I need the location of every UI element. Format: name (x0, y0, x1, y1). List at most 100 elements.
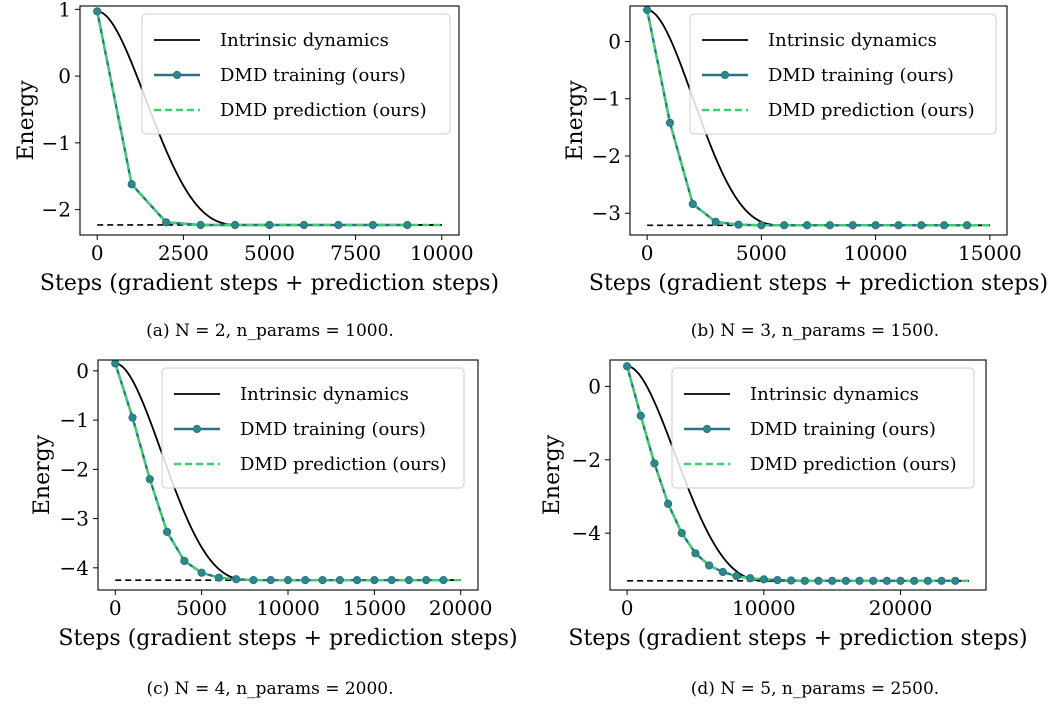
dmd-training-marker (869, 576, 878, 585)
y-tick-label: −1 (60, 408, 89, 432)
dmd-training-marker (773, 575, 782, 585)
dmd-training-marker (197, 568, 206, 577)
dmd-training-marker (318, 576, 327, 585)
dmd-training-marker (422, 576, 431, 585)
dmd-training-marker (334, 220, 343, 230)
x-tick-label: 0 (621, 596, 634, 620)
dmd-training-marker (962, 221, 972, 230)
dmd-training-marker (691, 549, 700, 558)
panel-caption: (a) N = 2, n_params = 1000. (146, 321, 394, 341)
dmd-training-marker (127, 180, 136, 189)
dmd-training-marker (759, 575, 768, 584)
dmd-training-marker (439, 576, 448, 585)
dmd-training-marker (162, 527, 172, 536)
dmd-training-marker (650, 459, 659, 468)
panel-caption: (b) N = 3, n_params = 1500. (691, 321, 939, 341)
legend: Intrinsic dynamics DMD training (ours) DMD… (689, 13, 997, 135)
dmd-training-marker (814, 576, 823, 585)
legend-training-label: DMD training (ours) (220, 65, 406, 86)
y-axis-label: Energy (563, 80, 588, 161)
x-tick-label: 7500 (330, 241, 381, 265)
legend-training-label: DMD training (ours) (240, 419, 426, 440)
x-tick-label: 20000 (869, 596, 933, 620)
dmd-training-marker (352, 576, 362, 585)
dmd-training-marker (403, 220, 412, 230)
y-tick-label: −1 (592, 87, 621, 111)
legend-training-marker (172, 70, 182, 80)
dmd-training-marker (802, 221, 812, 230)
panel-caption: (c) N = 4, n_params = 2000. (146, 679, 393, 699)
panel-caption: (d) N = 5, n_params = 2500. (691, 679, 939, 699)
dmd-training-marker (780, 221, 789, 230)
dmd-training-marker (746, 574, 755, 583)
dmd-training-marker (871, 221, 880, 230)
dmd-training-marker (665, 118, 675, 127)
dmd-training-marker (705, 561, 714, 570)
panel-d: 0 10000 20000 0 −2 −4 Steps (gradient steps + … (540, 359, 1028, 699)
dmd-training-marker (265, 220, 274, 230)
y-tick-label: −2 (42, 198, 71, 222)
y-tick-label: −2 (592, 144, 621, 168)
dmd-training-marker (940, 221, 949, 230)
legend-prediction-label: DMD prediction (ours) (220, 100, 427, 121)
dmd-training-marker (787, 576, 796, 585)
y-axis-label: Energy (30, 434, 55, 515)
dmd-training-marker (688, 199, 697, 209)
legend-training-marker (702, 424, 712, 434)
dmd-training-marker (368, 220, 377, 230)
dmd-training-marker (622, 362, 632, 371)
legend-intrinsic-label: Intrinsic dynamics (240, 384, 409, 405)
x-tick-label: 2500 (158, 241, 209, 265)
dmd-training-marker (230, 220, 240, 230)
x-tick-label: 20000 (429, 596, 493, 620)
x-tick-label: 0 (109, 596, 122, 620)
dmd-training-marker (718, 567, 727, 577)
dmd-prediction-line (645, 9, 990, 227)
panel-a: 0 2500 5000 7500 10000 1 0 −1 −2 Steps (gradient … (14, 0, 499, 341)
x-tick-label: 10000 (844, 241, 908, 265)
dmd-training-marker (664, 499, 673, 508)
dmd-training-marker (404, 576, 414, 585)
x-tick-label: 10000 (410, 241, 474, 265)
legend-training-marker (720, 70, 730, 80)
y-axis-label: Energy (540, 434, 565, 515)
y-axis-label: Energy (14, 80, 39, 161)
x-tick-label: 15000 (343, 596, 407, 620)
data-layer (93, 7, 442, 230)
dmd-training-marker (111, 360, 120, 368)
legend-intrinsic-label: Intrinsic dynamics (220, 30, 389, 51)
dmd-training-marker (828, 576, 837, 585)
x-tick-label: 5000 (176, 596, 227, 620)
dmd-training-marker (335, 576, 344, 585)
dmd-training-marker (636, 411, 645, 420)
x-tick-label: 5000 (244, 241, 295, 265)
axes-frame (609, 359, 987, 591)
dmd-training-marker (882, 576, 891, 585)
x-tick-label: 0 (641, 241, 654, 265)
dmd-training-marker (677, 529, 686, 538)
y-tick-label: 0 (608, 29, 621, 53)
dmd-training-marker (196, 220, 205, 230)
x-axis-label: Steps (gradient steps + prediction steps… (589, 271, 1048, 296)
legend-box (671, 367, 975, 489)
dmd-training-marker (299, 220, 309, 230)
dmd-training-marker (951, 576, 960, 585)
x-tick-label: 10000 (732, 596, 796, 620)
dmd-training-marker (370, 576, 379, 585)
panel-c: 0 5000 10000 15000 20000 0 −1 −2 −3 −4 Steps (grad… (30, 359, 518, 699)
legend-box (161, 367, 465, 489)
dmd-training-marker (145, 475, 154, 484)
dmd-training-marker (711, 217, 720, 226)
x-tick-label: 5000 (736, 241, 787, 265)
y-tick-label: 1 (58, 0, 71, 21)
y-tick-label: 0 (58, 64, 71, 88)
x-tick-label: 15000 (958, 241, 1022, 265)
y-tick-label: −2 (60, 457, 89, 481)
y-tick-label: −4 (60, 556, 89, 580)
dmd-training-marker (937, 576, 946, 585)
legend-prediction-label: DMD prediction (ours) (768, 100, 975, 121)
data-layer (643, 6, 990, 230)
dmd-training-marker (894, 221, 903, 230)
legend: Intrinsic dynamics DMD training (ours) DMD… (161, 367, 465, 489)
